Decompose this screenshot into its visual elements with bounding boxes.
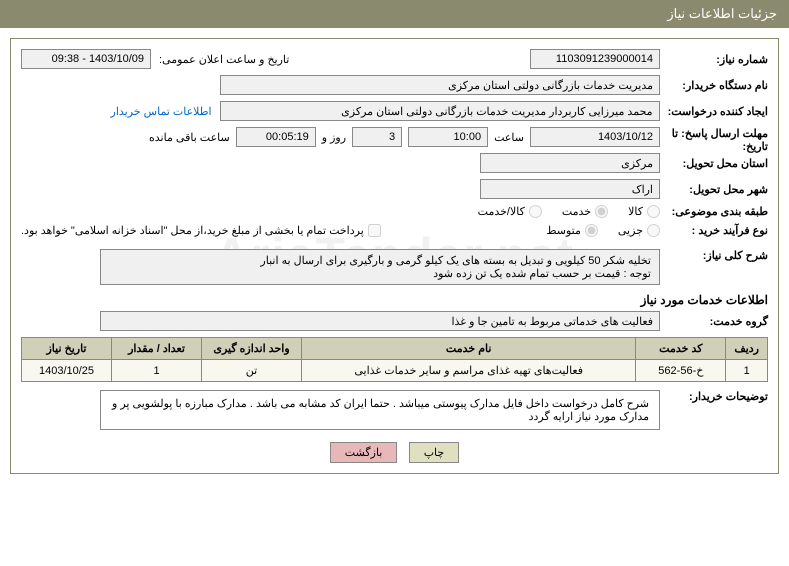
treasury-checkbox[interactable] — [368, 224, 381, 237]
row-city: شهر محل تحویل: — [21, 179, 768, 199]
radio-service[interactable] — [595, 205, 608, 218]
service-group-input — [100, 311, 660, 331]
back-button[interactable]: بازگشت — [330, 442, 398, 463]
buyer-org-label: نام دستگاه خریدار: — [668, 79, 768, 92]
radio-minor[interactable] — [647, 224, 660, 237]
table-header-row: ردیف کد خدمت نام خدمت واحد اندازه گیری ت… — [22, 338, 768, 360]
th-row: ردیف — [726, 338, 768, 360]
row-requester: ایجاد کننده درخواست: اطلاعات تماس خریدار — [21, 101, 768, 121]
deadline-days-input — [352, 127, 402, 147]
radio-minor-text: جزیی — [618, 224, 643, 237]
td-name: فعالیت‌های تهیه غذای مراسم و سایر خدمات … — [302, 360, 636, 382]
radio-medium-text: متوسط — [546, 224, 581, 237]
buyer-notes-box: شرح کامل درخواست داخل فایل مدارک پیوستی … — [100, 390, 660, 430]
radio-goods-text: کالا — [628, 205, 643, 218]
buyer-contact-link[interactable]: اطلاعات تماس خریدار — [111, 105, 212, 118]
row-classification: طبقه بندی موضوعی: کالا خدمت کالا/خدمت — [21, 205, 768, 218]
row-deadline: مهلت ارسال پاسخ: تا تاریخ: ساعت روز و سا… — [21, 127, 768, 153]
deadline-time-label: ساعت — [494, 131, 524, 144]
th-qty: تعداد / مقدار — [112, 338, 202, 360]
deadline-countdown-suffix: ساعت باقی مانده — [149, 131, 230, 144]
row-service-group: گروه خدمت: — [21, 311, 768, 331]
deadline-countdown-input — [236, 127, 316, 147]
need-desc-box: تخلیه شکر 50 کیلویی و تبدیل به بسته های … — [100, 249, 660, 285]
radio-both[interactable] — [529, 205, 542, 218]
services-section-title: اطلاعات خدمات مورد نیاز — [21, 293, 768, 307]
radio-medium-label: متوسط — [546, 224, 598, 237]
th-name: نام خدمت — [302, 338, 636, 360]
row-buyer-org: نام دستگاه خریدار: — [21, 75, 768, 95]
announce-date-label: تاریخ و ساعت اعلان عمومی: — [159, 53, 289, 66]
radio-goods[interactable] — [647, 205, 660, 218]
td-code: خ-56-562 — [636, 360, 726, 382]
deadline-date-input — [530, 127, 660, 147]
row-process-type: نوع فرآیند خرید : جزیی متوسط پرداخت تمام… — [21, 224, 768, 237]
row-need-desc: شرح کلی نیاز: تخلیه شکر 50 کیلویی و تبدی… — [21, 249, 768, 285]
td-date: 1403/10/25 — [22, 360, 112, 382]
deadline-days-suffix: روز و — [322, 131, 346, 144]
need-desc-label: شرح کلی نیاز: — [668, 249, 768, 262]
row-province: استان محل تحویل: — [21, 153, 768, 173]
city-input — [480, 179, 660, 199]
button-row: چاپ بازگشت — [21, 442, 768, 463]
city-label: شهر محل تحویل: — [668, 183, 768, 196]
td-row: 1 — [726, 360, 768, 382]
deadline-time-input — [408, 127, 488, 147]
td-qty: 1 — [112, 360, 202, 382]
deadline-label-1: مهلت ارسال پاسخ: تا — [668, 127, 768, 140]
services-table: ردیف کد خدمت نام خدمت واحد اندازه گیری ت… — [21, 337, 768, 382]
treasury-note-text: پرداخت تمام یا بخشی از مبلغ خرید،از محل … — [21, 224, 364, 237]
th-code: کد خدمت — [636, 338, 726, 360]
announce-date-input — [21, 49, 151, 69]
radio-goods-label: کالا — [628, 205, 660, 218]
requester-label: ایجاد کننده درخواست: — [668, 105, 768, 118]
row-buyer-notes: توضیحات خریدار: شرح کامل درخواست داخل فا… — [21, 390, 768, 430]
td-unit: تن — [202, 360, 302, 382]
main-panel: AriaTender.net شماره نیاز: تاریخ و ساعت … — [10, 38, 779, 474]
deadline-label-2: تاریخ: — [668, 140, 768, 153]
treasury-checkbox-label: پرداخت تمام یا بخشی از مبلغ خرید،از محل … — [21, 224, 381, 237]
need-number-label: شماره نیاز: — [668, 53, 768, 66]
buyer-org-input — [220, 75, 660, 95]
radio-medium[interactable] — [585, 224, 598, 237]
service-group-label: گروه خدمت: — [668, 315, 768, 328]
radio-minor-label: جزیی — [618, 224, 660, 237]
need-number-input — [530, 49, 660, 69]
province-label: استان محل تحویل: — [668, 157, 768, 170]
table-row: 1 خ-56-562 فعالیت‌های تهیه غذای مراسم و … — [22, 360, 768, 382]
province-input — [480, 153, 660, 173]
radio-both-label: کالا/خدمت — [478, 205, 542, 218]
buyer-notes-label: توضیحات خریدار: — [668, 390, 768, 403]
th-date: تاریخ نیاز — [22, 338, 112, 360]
classification-label: طبقه بندی موضوعی: — [668, 205, 768, 218]
radio-service-text: خدمت — [562, 205, 591, 218]
radio-service-label: خدمت — [562, 205, 608, 218]
requester-input — [220, 101, 660, 121]
page-title: جزئیات اطلاعات نیاز — [667, 6, 777, 21]
th-unit: واحد اندازه گیری — [202, 338, 302, 360]
print-button[interactable]: چاپ — [409, 442, 460, 463]
row-need-number: شماره نیاز: تاریخ و ساعت اعلان عمومی: — [21, 49, 768, 69]
page-header: جزئیات اطلاعات نیاز — [0, 0, 789, 28]
process-type-label: نوع فرآیند خرید : — [668, 224, 768, 237]
radio-both-text: کالا/خدمت — [478, 205, 525, 218]
